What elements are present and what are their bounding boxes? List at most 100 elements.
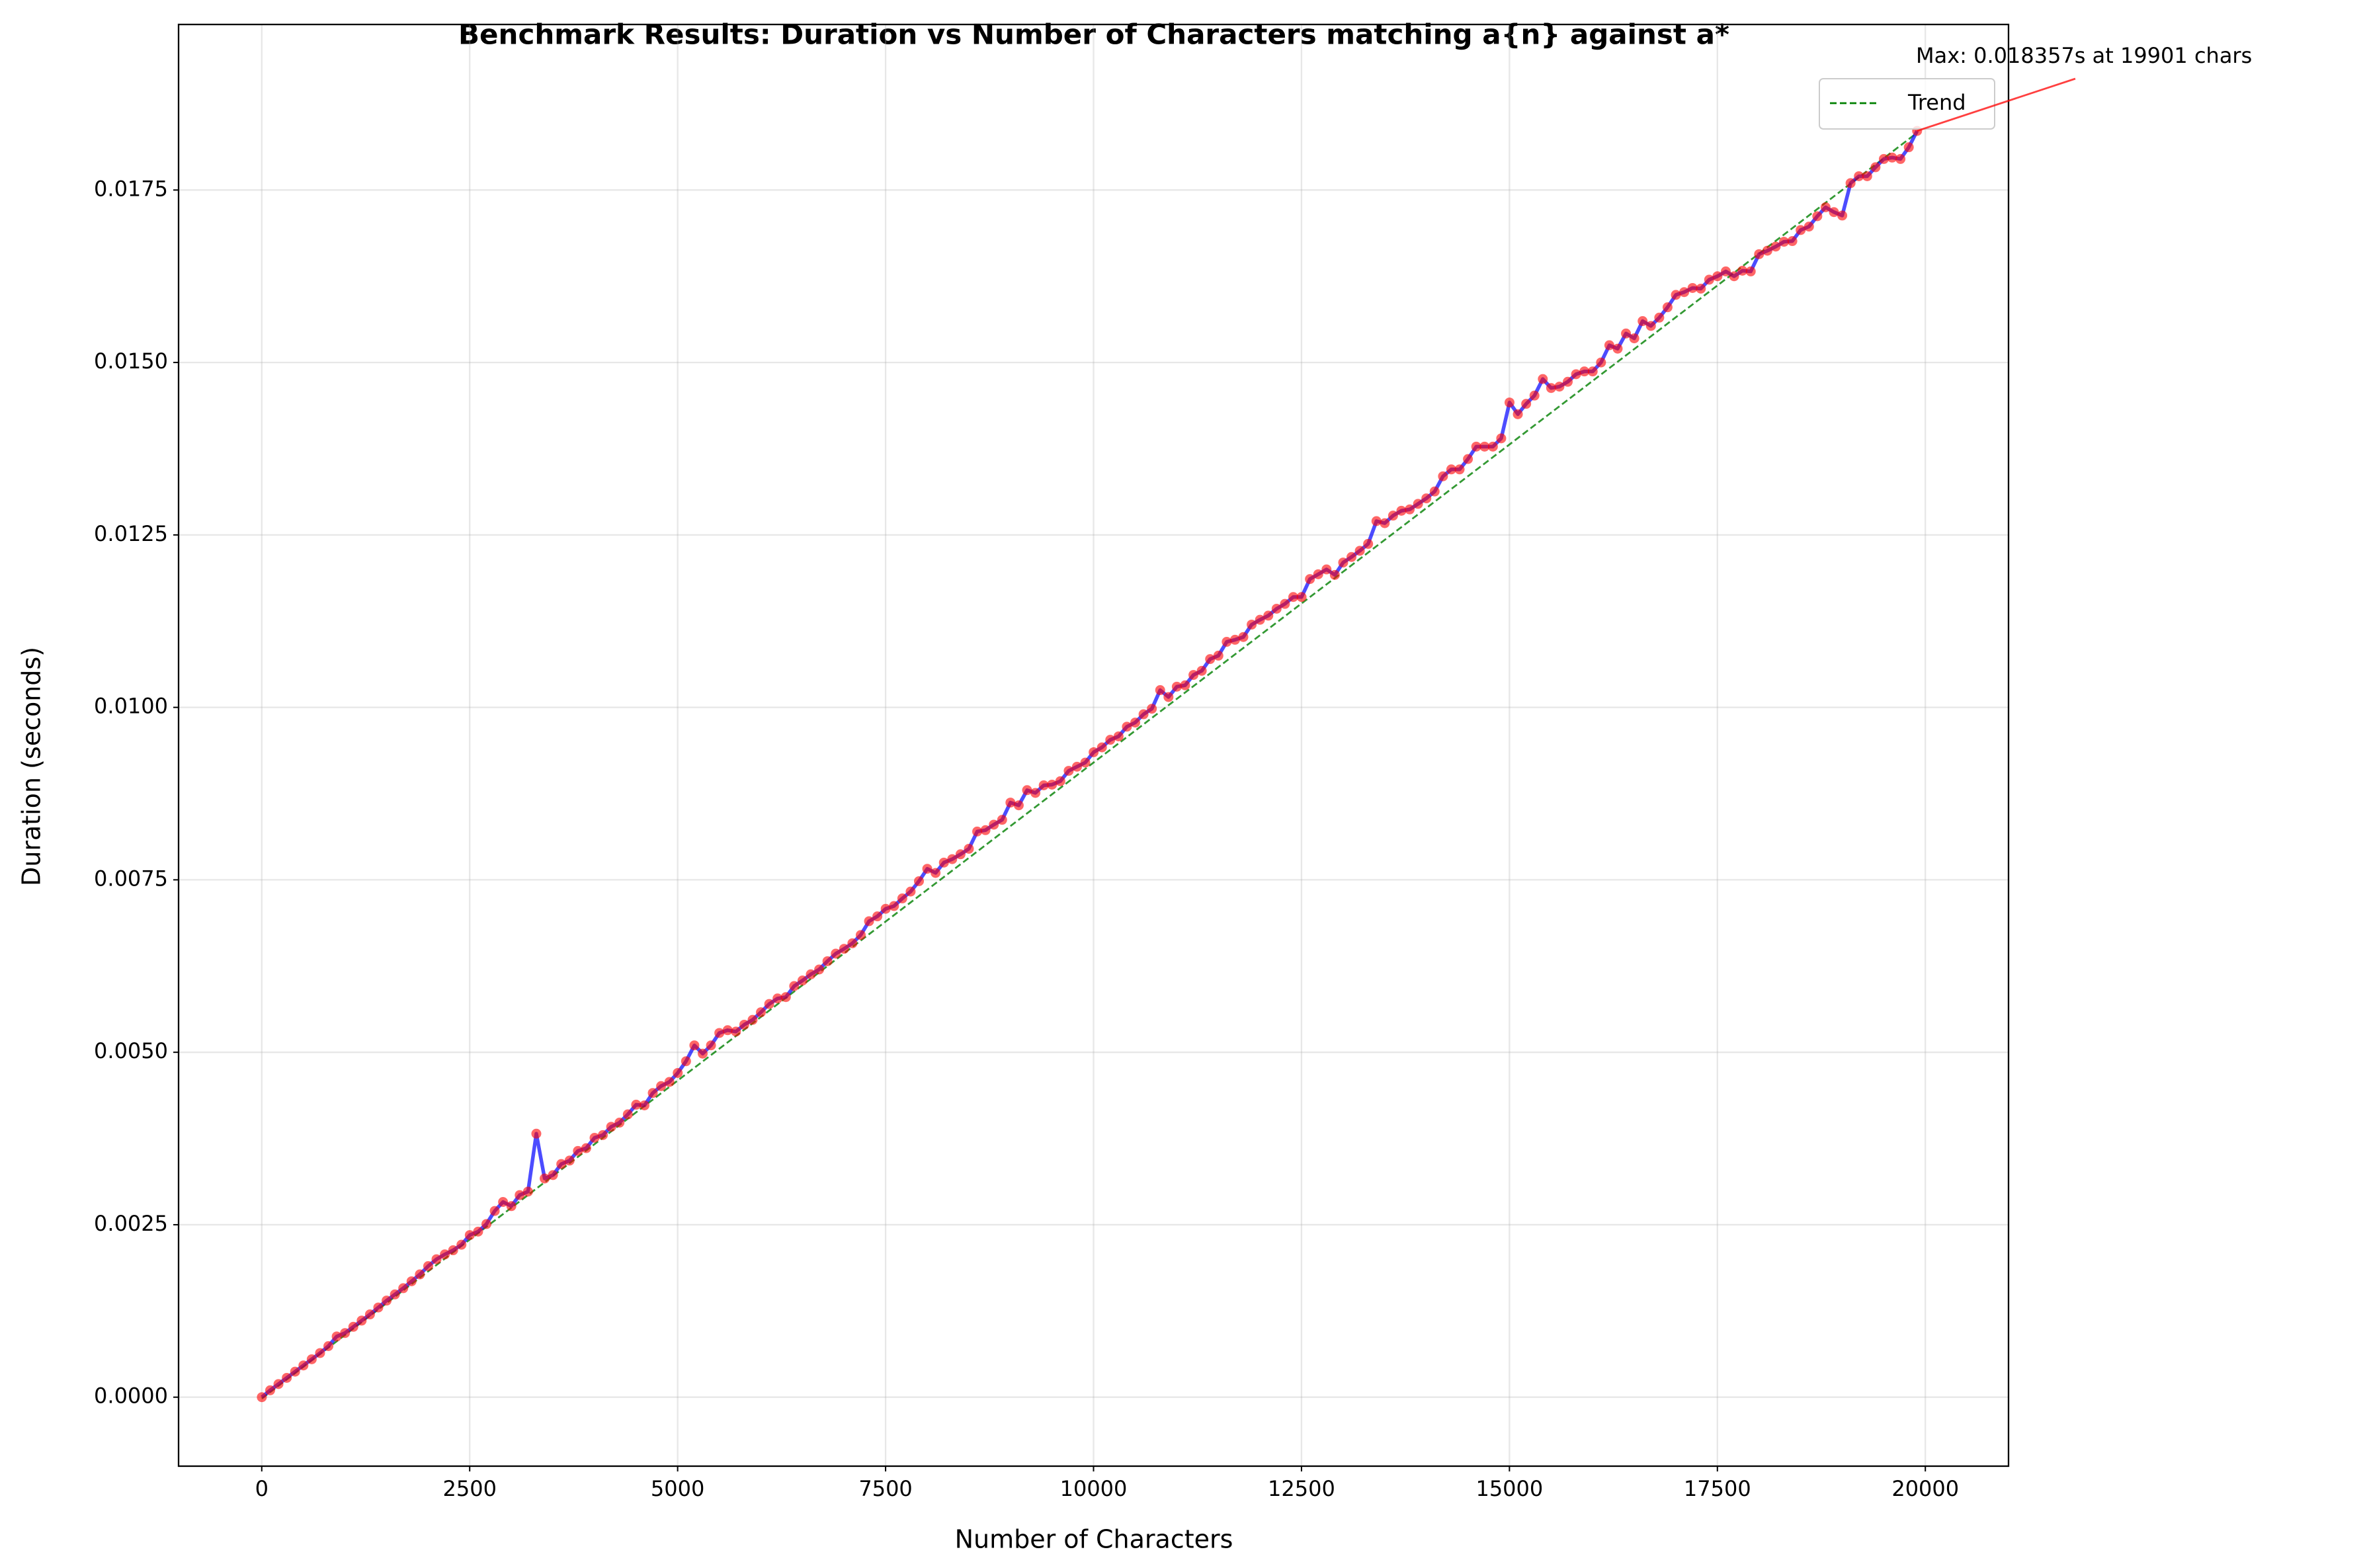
data-point xyxy=(1679,287,1690,298)
y-tick-label: 0.0175 xyxy=(94,176,168,201)
data-point xyxy=(764,999,774,1009)
data-point xyxy=(498,1197,509,1208)
data-point xyxy=(822,956,833,966)
data-point xyxy=(306,1354,317,1364)
x-tick-label: 20000 xyxy=(1891,1476,1959,1501)
data-point xyxy=(1479,441,1490,452)
data-point xyxy=(1729,271,1739,282)
plot-frame xyxy=(177,23,2010,1467)
data-point xyxy=(1288,592,1298,602)
data-point xyxy=(1803,222,1814,232)
data-point xyxy=(548,1170,558,1180)
data-point xyxy=(1196,665,1207,676)
data-point xyxy=(606,1122,616,1132)
data-point xyxy=(1247,619,1257,630)
data-point xyxy=(1280,598,1290,609)
data-point xyxy=(1205,654,1216,665)
data-point xyxy=(722,1025,733,1036)
data-point xyxy=(938,857,949,868)
data-point xyxy=(464,1230,475,1241)
data-point xyxy=(473,1226,483,1237)
data-point xyxy=(739,1019,749,1030)
data-point xyxy=(1762,245,1772,256)
data-point xyxy=(315,1348,325,1358)
data-point xyxy=(1796,225,1806,235)
data-point xyxy=(1005,798,1016,808)
data-point xyxy=(1571,369,1581,380)
data-point xyxy=(1338,557,1348,568)
data-point xyxy=(922,864,933,874)
data-point xyxy=(1521,399,1532,409)
data-point xyxy=(1546,383,1556,393)
data-point xyxy=(1271,603,1282,614)
data-point xyxy=(1105,735,1116,745)
data-point xyxy=(947,854,958,864)
data-point xyxy=(373,1302,384,1313)
data-point xyxy=(914,876,925,886)
data-point xyxy=(1138,709,1149,720)
data-point xyxy=(556,1159,567,1169)
data-point xyxy=(331,1331,342,1342)
data-point xyxy=(1313,569,1323,579)
data-point xyxy=(789,981,800,991)
data-point xyxy=(1188,670,1199,681)
data-point xyxy=(681,1056,691,1067)
data-point xyxy=(1405,504,1415,515)
x-tick-label: 0 xyxy=(255,1476,269,1501)
data-point xyxy=(1463,454,1473,464)
data-point xyxy=(1163,692,1174,702)
data-point xyxy=(1329,569,1340,580)
data-point xyxy=(714,1028,725,1038)
data-point xyxy=(415,1269,425,1280)
data-point xyxy=(1438,471,1448,481)
data-point xyxy=(1388,511,1398,521)
data-point xyxy=(431,1254,442,1264)
data-point xyxy=(631,1099,642,1110)
data-point xyxy=(997,815,1007,825)
legend: Trend xyxy=(1819,78,1995,130)
data-point xyxy=(1113,731,1124,741)
data-point xyxy=(1878,153,1889,164)
data-point xyxy=(348,1321,358,1332)
data-point xyxy=(1038,780,1049,790)
data-point xyxy=(1089,747,1099,757)
data-point xyxy=(1354,546,1365,556)
data-point xyxy=(1870,162,1881,173)
data-point xyxy=(1238,632,1249,642)
data-point xyxy=(1837,210,1848,221)
data-point xyxy=(1612,343,1623,354)
data-point xyxy=(706,1040,716,1051)
data-point xyxy=(656,1081,667,1091)
data-point xyxy=(323,1341,334,1352)
data-point xyxy=(1812,211,1823,222)
data-point xyxy=(506,1201,517,1212)
data-point xyxy=(515,1190,525,1200)
y-tick-label: 0.0075 xyxy=(94,866,168,891)
x-tick-label: 7500 xyxy=(858,1476,912,1501)
data-point xyxy=(481,1219,491,1229)
data-point xyxy=(440,1249,450,1260)
data-point xyxy=(1645,321,1656,331)
data-point xyxy=(1712,271,1723,282)
data-point xyxy=(872,911,883,922)
data-point xyxy=(1770,241,1781,252)
data-point xyxy=(1347,552,1357,562)
data-point xyxy=(697,1048,708,1059)
data-point xyxy=(1363,538,1374,549)
data-point xyxy=(1321,564,1332,575)
data-point xyxy=(423,1261,433,1272)
data-point xyxy=(1446,464,1456,475)
data-point xyxy=(1296,592,1307,602)
data-point xyxy=(573,1145,583,1156)
data-point xyxy=(265,1385,275,1395)
data-point xyxy=(1887,152,1897,163)
data-point xyxy=(1180,680,1190,690)
data-point xyxy=(1055,776,1065,786)
x-tick-label: 12500 xyxy=(1268,1476,1335,1501)
data-point xyxy=(1097,742,1107,753)
data-point xyxy=(564,1155,575,1166)
data-point xyxy=(1122,722,1132,732)
data-point xyxy=(398,1283,409,1294)
data-point xyxy=(814,964,825,975)
